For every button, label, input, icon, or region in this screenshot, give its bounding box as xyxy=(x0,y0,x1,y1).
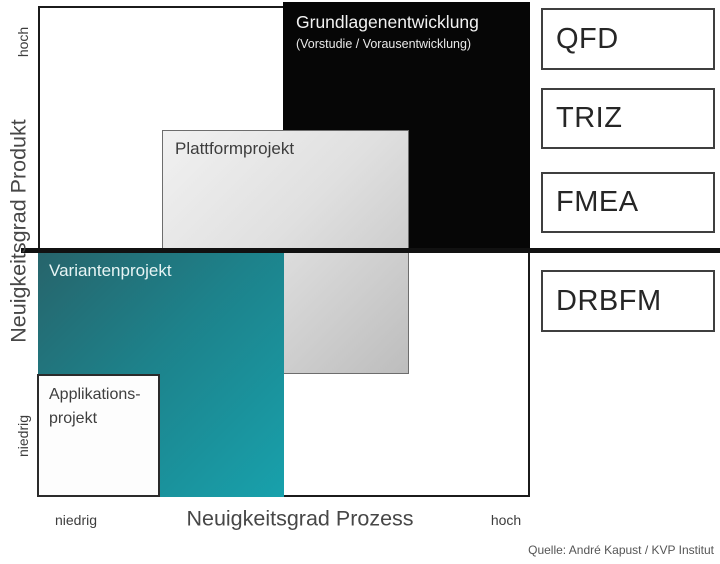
method-qfd-label: QFD xyxy=(556,22,619,55)
x-axis-title: Neuigkeitsgrad Prozess xyxy=(186,506,414,531)
method-drbfm-label: DRBFM xyxy=(556,284,662,317)
x-axis-tick-niedrig: niedrig xyxy=(54,512,98,528)
region-plattformprojekt-label: Plattformprojekt xyxy=(175,139,295,158)
method-box-fmea: FMEA xyxy=(541,172,715,233)
region-applikationsprojekt-label-line1: Applikations- xyxy=(49,386,141,403)
y-axis-tick-niedrig: niedrig xyxy=(15,414,31,458)
y-axis-tick-hoch: hoch xyxy=(15,26,31,58)
region-grundlagenentwicklung-label: Grundlagenentwicklung xyxy=(296,12,479,32)
y-axis-title: Neuigkeitsgrad Produkt xyxy=(6,119,31,343)
method-fmea-label: FMEA xyxy=(556,186,639,218)
region-applikationsprojekt-label-line2: projekt xyxy=(49,410,98,427)
region-applikationsprojekt: Applikations- projekt xyxy=(37,374,160,497)
method-box-qfd: QFD xyxy=(541,8,715,70)
method-triz-label: TRIZ xyxy=(556,102,623,134)
x-axis-tick-hoch: hoch xyxy=(490,512,522,528)
region-grundlagenentwicklung-sublabel: (Vorstudie / Vorausentwicklung) xyxy=(296,36,472,51)
method-box-drbfm: DRBFM xyxy=(541,270,715,332)
region-variantenprojekt-label: Variantenprojekt xyxy=(49,261,172,280)
method-box-triz: TRIZ xyxy=(541,88,715,149)
horizontal-divider-line xyxy=(21,248,720,253)
source-caption: Quelle: André Kapust / KVP Institut xyxy=(528,543,714,557)
